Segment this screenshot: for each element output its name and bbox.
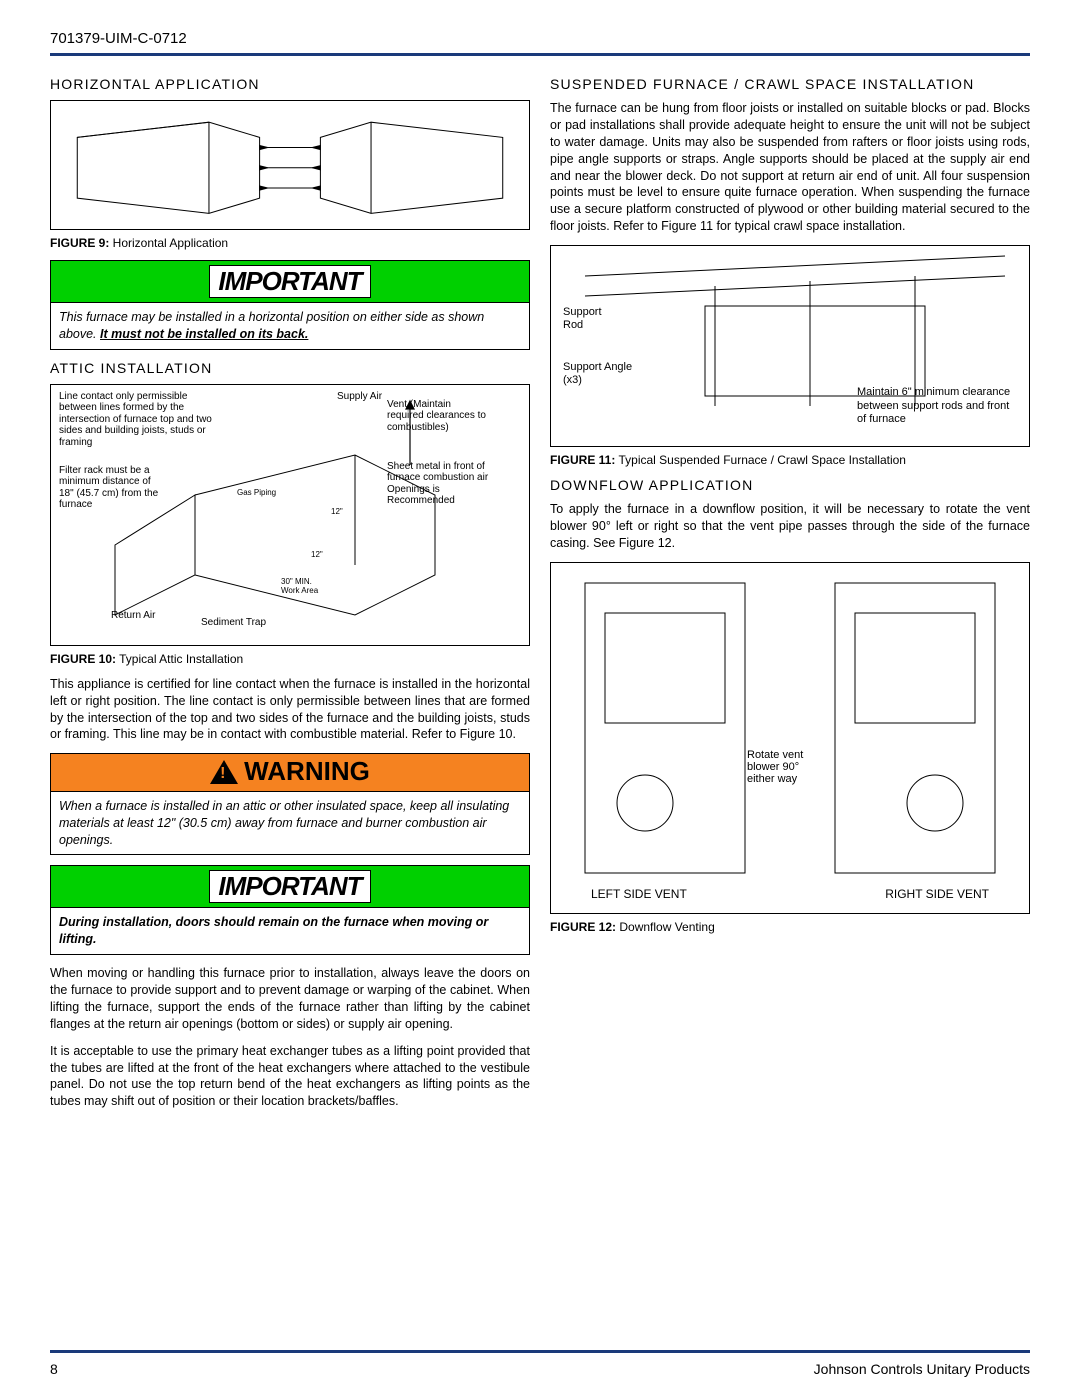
figure-12-box: Rotate vent blower 90° either way LEFT S… xyxy=(550,562,1030,914)
fig11-text: Typical Suspended Furnace / Crawl Space … xyxy=(615,453,906,467)
figure-12-caption: FIGURE 12: Downflow Venting xyxy=(550,920,1030,934)
important-label-1: IMPORTANT xyxy=(209,265,370,298)
warning-inner: WARNING xyxy=(210,756,370,787)
warning-banner: WARNING xyxy=(50,753,530,792)
left-column: HORIZONTAL APPLICATION xyxy=(50,70,530,1120)
suspended-title: SUSPENDED FURNACE / CRAWL SPACE INSTALLA… xyxy=(550,76,1030,92)
para-moving: When moving or handling this furnace pri… xyxy=(50,965,530,1033)
label-rotate: Rotate vent blower 90° either way xyxy=(747,749,827,785)
important-label-2: IMPORTANT xyxy=(209,870,370,903)
para-attic-cert: This appliance is certified for line con… xyxy=(50,676,530,744)
label-maintain: Maintain 6" minimum clearance between su… xyxy=(857,386,1017,426)
label-sheet-metal: Sheet metal in front of furnace combusti… xyxy=(387,461,507,507)
figure-9-diagram xyxy=(57,107,523,229)
label-gas-piping: Gas Piping xyxy=(237,488,276,497)
fig9-text: Horizontal Application xyxy=(109,236,228,250)
label-return-air: Return Air xyxy=(111,610,161,622)
label-supply-air: Supply Air xyxy=(337,391,387,403)
figure-10-box: Line contact only permissible between li… xyxy=(50,384,530,646)
label-vent: Vent (Maintain required clearances to co… xyxy=(387,399,487,434)
page: 701379-UIM-C-0712 HORIZONTAL APPLICATION xyxy=(0,0,1080,1397)
important-body-1: This furnace may be installed in a horiz… xyxy=(50,303,530,350)
footer-rule xyxy=(50,1350,1030,1353)
para-lifting: It is acceptable to use the primary heat… xyxy=(50,1043,530,1111)
warning-body: When a furnace is installed in an attic … xyxy=(50,792,530,856)
label-filter-rack: Filter rack must be a minimum distance o… xyxy=(59,465,159,511)
label-work-area: 30" MIN. Work Area xyxy=(281,577,331,595)
important-banner-2: IMPORTANT xyxy=(50,865,530,908)
fig10-text: Typical Attic Installation xyxy=(116,652,243,666)
fig9-bold: FIGURE 9: xyxy=(50,236,109,250)
company-name: Johnson Controls Unitary Products xyxy=(814,1361,1030,1377)
warning-triangle-icon xyxy=(210,760,238,784)
figure-11-caption: FIGURE 11: Typical Suspended Furnace / C… xyxy=(550,453,1030,467)
label-line-contact: Line contact only permissible between li… xyxy=(59,391,219,449)
header-rule xyxy=(50,53,1030,56)
label-support-rod: Support Rod xyxy=(563,306,623,332)
label-right-vent: RIGHT SIDE VENT xyxy=(885,887,989,901)
label-support-angle: Support Angle (x3) xyxy=(563,361,643,387)
fig12-text: Downflow Venting xyxy=(616,920,715,934)
fig11-bold: FIGURE 11: xyxy=(550,453,615,467)
label-12b: 12" xyxy=(311,550,323,559)
warning-label: WARNING xyxy=(244,756,370,787)
figure-12-diagram xyxy=(551,563,1029,913)
fig12-bold: FIGURE 12: xyxy=(550,920,616,934)
figure-9-caption: FIGURE 9: Horizontal Application xyxy=(50,236,530,250)
figure-9-box xyxy=(50,100,530,230)
doc-code: 701379-UIM-C-0712 xyxy=(50,30,1030,47)
important-body-2: During installation, doors should remain… xyxy=(50,908,530,955)
label-sediment: Sediment Trap xyxy=(201,617,271,629)
fig10-bold: FIGURE 10: xyxy=(50,652,116,666)
horizontal-title: HORIZONTAL APPLICATION xyxy=(50,76,530,92)
downflow-title: DOWNFLOW APPLICATION xyxy=(550,477,1030,493)
suspended-para: The furnace can be hung from floor joist… xyxy=(550,100,1030,235)
figure-10-caption: FIGURE 10: Typical Attic Installation xyxy=(50,652,530,666)
right-column: SUSPENDED FURNACE / CRAWL SPACE INSTALLA… xyxy=(550,70,1030,1120)
figure-11-box: Support Rod Support Angle (x3) Maintain … xyxy=(550,245,1030,447)
label-12a: 12" xyxy=(331,507,343,516)
footer: 8 Johnson Controls Unitary Products xyxy=(50,1361,1030,1377)
page-number: 8 xyxy=(50,1361,58,1377)
label-left-vent: LEFT SIDE VENT xyxy=(591,887,687,901)
imp1-b: It must not be installed on its back. xyxy=(100,327,308,341)
content-columns: HORIZONTAL APPLICATION xyxy=(50,70,1030,1120)
important-banner-1: IMPORTANT xyxy=(50,260,530,303)
downflow-para: To apply the furnace in a downflow posit… xyxy=(550,501,1030,552)
attic-title: ATTIC INSTALLATION xyxy=(50,360,530,376)
